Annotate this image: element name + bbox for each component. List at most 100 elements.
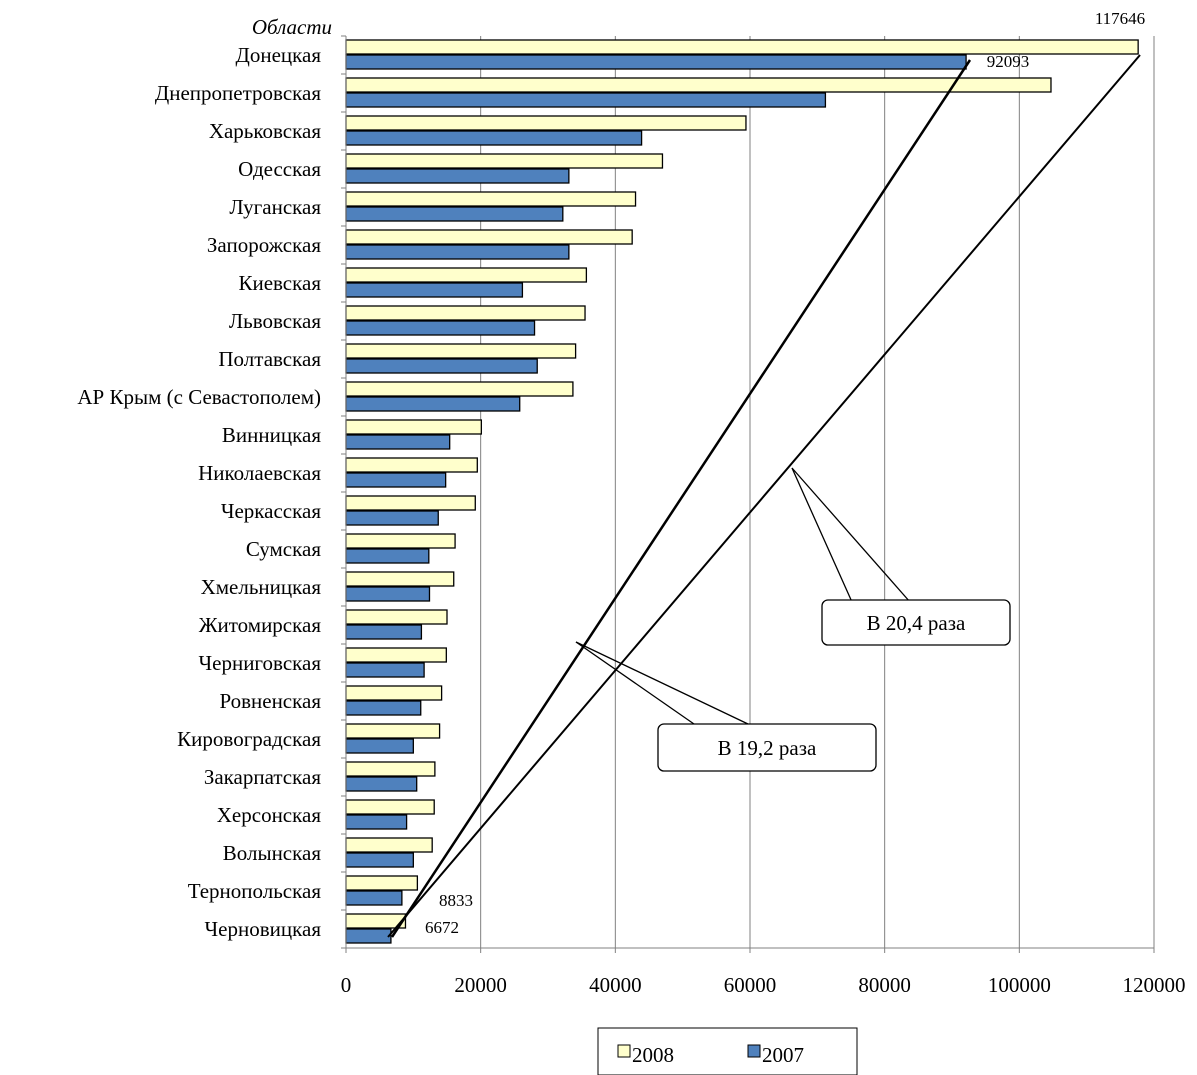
x-tick-label-0: 0 <box>341 973 352 997</box>
bar-2008-3 <box>345 153 664 169</box>
category-labels: Донецкая Днепропетровская Харьковская Одесс… <box>77 43 321 941</box>
callout-20-4: В 20,4 раза <box>821 599 1011 646</box>
bar-2007-16 <box>345 662 425 678</box>
legend-label-2007: 2007 <box>762 1043 804 1067</box>
bar-2007-2 <box>345 130 643 146</box>
x-tick-labels: 0 20000 40000 60000 80000 100000 120000 <box>341 973 1186 997</box>
bar-2008-14 <box>345 571 455 587</box>
bar-2008-9 <box>345 381 574 397</box>
bar-2007-19 <box>345 776 418 792</box>
bar-2007-22 <box>345 890 403 906</box>
bar-2007-23 <box>345 928 392 944</box>
category-label-12: Черкасская <box>221 499 322 523</box>
bar-2008-4 <box>345 191 637 207</box>
bar-2008-5 <box>345 229 633 245</box>
category-label-5: Запорожская <box>207 233 321 257</box>
category-label-22: Тернопольская <box>188 879 322 903</box>
legend: 2008 2007 <box>597 1027 858 1075</box>
category-label-11: Николаевская <box>198 461 321 485</box>
data-label-donetsk-2008: 117646 <box>1095 9 1145 28</box>
bar-2007-14 <box>345 586 431 602</box>
bar-2007-10 <box>345 434 451 450</box>
category-label-1: Днепропетровская <box>155 81 321 105</box>
bar-2007-8 <box>345 358 538 374</box>
callout-20-pointer-b <box>791 467 911 603</box>
bar-2007-21 <box>345 852 414 868</box>
bar-2008-19 <box>345 761 436 777</box>
category-label-3: Одесская <box>238 157 321 181</box>
gridlines <box>480 36 1155 948</box>
bar-2008-6 <box>345 267 588 283</box>
category-label-23: Черновицкая <box>205 917 322 941</box>
line-2007-ratio <box>390 59 972 938</box>
bar-2007-0 <box>345 54 967 70</box>
comparison-lines <box>387 54 1141 938</box>
bar-2008-13 <box>345 533 456 549</box>
bar-2008-17 <box>345 685 443 701</box>
callout-20-pointer-a <box>791 467 853 603</box>
data-label-donetsk-2007: 92093 <box>987 52 1030 71</box>
legend-label-2008: 2008 <box>632 1043 674 1067</box>
bar-2007-7 <box>345 320 536 336</box>
line-2008-ratio <box>387 54 1141 938</box>
axes <box>341 35 1155 953</box>
bar-2007-12 <box>345 510 439 526</box>
category-label-18: Кировоградская <box>177 727 321 751</box>
category-label-9: АР Крым (с Севастополем) <box>77 385 321 409</box>
category-label-20: Херсонская <box>217 803 322 827</box>
bar-2008-1 <box>345 77 1052 93</box>
callout-19-2: В 19,2 раза <box>657 723 877 772</box>
category-label-21: Волынская <box>223 841 322 865</box>
callout-19-pointer-b <box>575 641 749 725</box>
bar-2008-7 <box>345 305 586 321</box>
x-tick-label-5: 100000 <box>988 973 1051 997</box>
bar-2007-18 <box>345 738 414 754</box>
bar-2007-20 <box>345 814 408 830</box>
bar-2007-17 <box>345 700 422 716</box>
bar-2008-20 <box>345 799 435 815</box>
legend-swatch-2007 <box>747 1044 761 1058</box>
bar-2008-18 <box>345 723 441 739</box>
y-axis-title: Области <box>252 15 332 39</box>
bar-2007-9 <box>345 396 521 412</box>
bar-2007-15 <box>345 624 423 640</box>
category-label-6: Киевская <box>238 271 321 295</box>
data-label-chernivtsi-2008: 8833 <box>439 891 473 910</box>
category-label-13: Сумская <box>246 537 322 561</box>
bar-2008-16 <box>345 647 447 663</box>
bar-2008-21 <box>345 837 433 853</box>
x-tick-label-3: 60000 <box>724 973 777 997</box>
x-tick-label-4: 80000 <box>858 973 911 997</box>
category-label-19: Закарпатская <box>204 765 322 789</box>
bar-2008-12 <box>345 495 476 511</box>
category-label-16: Черниговская <box>198 651 321 675</box>
bar-2008-8 <box>345 343 577 359</box>
bar-2007-11 <box>345 472 447 488</box>
bar-2008-11 <box>345 457 478 473</box>
category-label-17: Ровненская <box>219 689 321 713</box>
x-tick-label-2: 40000 <box>589 973 642 997</box>
category-label-15: Житомирская <box>199 613 322 637</box>
bar-2007-4 <box>345 206 564 222</box>
bar-2007-1 <box>345 92 827 108</box>
bar-2007-6 <box>345 282 524 298</box>
bar-2008-22 <box>345 875 419 891</box>
bar-2007-5 <box>345 244 570 260</box>
category-label-8: Полтавская <box>218 347 321 371</box>
bar-2008-15 <box>345 609 448 625</box>
legend-swatch-2008 <box>617 1044 631 1058</box>
x-tick-label-6: 120000 <box>1123 973 1186 997</box>
bar-2007-3 <box>345 168 570 184</box>
category-label-10: Винницкая <box>222 423 321 447</box>
x-tick-label-1: 20000 <box>454 973 507 997</box>
category-label-0: Донецкая <box>236 43 322 67</box>
category-label-14: Хмельницкая <box>201 575 322 599</box>
callout-19-pointer-a <box>575 641 695 725</box>
callout-19-2-text: В 19,2 раза <box>718 736 817 760</box>
category-label-2: Харьковская <box>209 119 322 143</box>
category-label-4: Луганская <box>229 195 321 219</box>
category-label-7: Львовская <box>229 309 321 333</box>
bar-2007-13 <box>345 548 430 564</box>
bar-2008-2 <box>345 115 747 131</box>
